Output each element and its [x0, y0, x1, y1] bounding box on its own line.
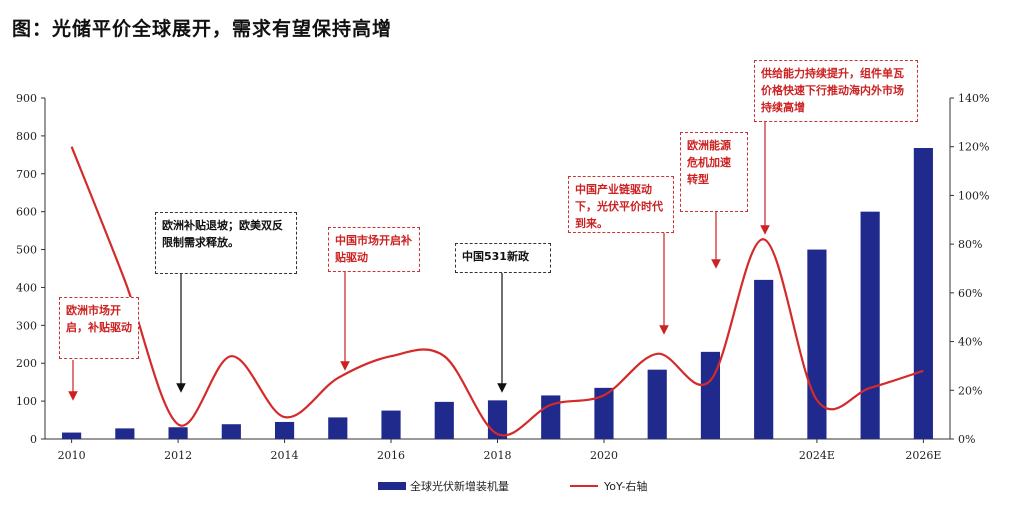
annotation-europe-cut: 欧洲补贴退坡；欧美双反限制需求释放。 [155, 212, 297, 274]
y-left-tick-label: 200 [16, 357, 37, 370]
y-left-tick-label: 0 [30, 433, 37, 446]
legend-line-label: YoY-右轴 [604, 480, 648, 493]
bar-2017 [434, 401, 454, 439]
y-left-tick-label: 700 [16, 168, 37, 181]
y-right-tick-label: 40% [958, 336, 982, 349]
y-right-tick-label: 20% [958, 384, 982, 397]
legend-line-swatch [570, 485, 598, 487]
bar-2020 [594, 387, 614, 439]
y-left-tick-label: 600 [16, 206, 37, 219]
annotation-supply: 供给能力持续提升，组件单瓦价格快速下行推动海内外市场持续高增 [754, 60, 918, 122]
bar-2012 [168, 427, 188, 439]
bar-2014 [274, 421, 295, 439]
bar-series [62, 148, 933, 439]
axes: 0 100 200 300 400 500 600 700 800 900 0% 20% 40% 60% 8… [16, 92, 989, 462]
x-tick-label: 2016 [377, 449, 405, 462]
x-tick-label: 2018 [484, 449, 512, 462]
chart-title: 图：光储平价全球展开，需求有望保持高增 [12, 18, 393, 40]
bar-2010 [62, 432, 82, 439]
bar-2022 [700, 351, 721, 439]
annotation-arrows [68, 122, 770, 401]
annotation-parity: 中国产业链驱动下，光伏平价时代到来。 [568, 176, 674, 233]
x-tick-label: 2024E [799, 449, 835, 462]
bar-2011 [115, 428, 135, 439]
x-tick-label: 2014 [271, 449, 299, 462]
x-tick-label: 2010 [58, 449, 86, 462]
legend-item-line: YoY-右轴 [570, 478, 647, 494]
legend-item-bar: 全球光伏新增装机量 [378, 478, 509, 494]
y-left-tick-label: 500 [16, 244, 37, 257]
x-tick-label: 2026E [905, 449, 941, 462]
y-right-tick-label: 120% [958, 141, 989, 154]
y-left-tick-label: 300 [16, 319, 37, 332]
bar-2013 [221, 424, 241, 439]
y-left-tick-label: 100 [16, 395, 37, 408]
legend: 全球光伏新增装机量 YoY-右轴 [0, 474, 1022, 498]
bar-2023 [754, 279, 774, 439]
y-left-tick-label: 800 [16, 130, 37, 143]
y-right-tick-label: 80% [958, 238, 982, 251]
annotation-china-subsidy: 中国市场开启补贴驱动 [328, 227, 420, 272]
annotation-china-531: 中国531新政 [455, 243, 551, 273]
annotation-energy-crisis: 欧洲能源危机加速转型 [680, 132, 748, 212]
bar-2025E [860, 211, 880, 439]
y-right-tick-label: 100% [958, 189, 989, 202]
y-right-tick-label: 140% [958, 92, 989, 105]
legend-bar-swatch [378, 482, 406, 490]
bar-2016 [381, 410, 401, 439]
bar-2021 [647, 369, 667, 439]
legend-bar-label: 全球光伏新增装机量 [410, 480, 509, 493]
y-right-tick-label: 60% [958, 287, 982, 300]
annotation-europe-start: 欧洲市场开启，补贴驱动 [59, 297, 139, 359]
x-tick-label: 2020 [590, 449, 618, 462]
x-tick-label: 2012 [164, 449, 192, 462]
bar-2026E [913, 148, 933, 439]
y-left-tick-label: 400 [16, 281, 37, 294]
line-series [70, 146, 924, 437]
yoy-line [70, 146, 924, 437]
y-left-tick-label: 900 [16, 92, 37, 105]
y-right-tick-label: 0% [958, 433, 975, 446]
bar-2015 [328, 417, 348, 439]
bar-2024E [807, 249, 827, 439]
